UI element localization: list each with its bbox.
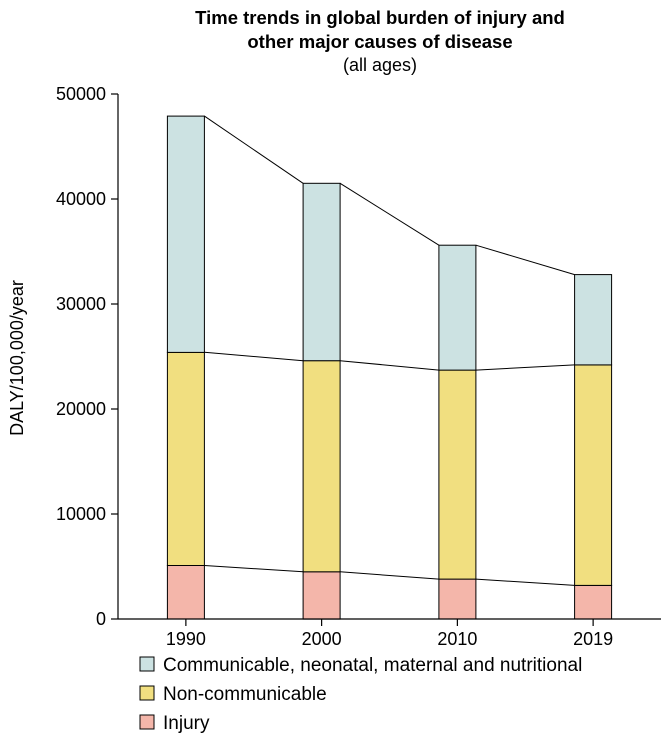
chart-subtitle: (all ages)	[343, 55, 417, 75]
connector-line-non-communicable-2	[475, 364, 575, 371]
y-tick-label-50000: 50000	[56, 84, 106, 104]
connector-line-injury-2	[475, 578, 575, 586]
y-tick-label-10000: 10000	[56, 504, 106, 524]
plot-area: 0 10000 20000 30000 40000 50000 1990 2000 2010 20…	[56, 84, 661, 649]
legend-swatch-communicable-neonatal-maternal-and-nutritional	[139, 656, 155, 672]
legend-swatch-non-communicable	[139, 685, 155, 701]
bar-1990-non-communicable	[166, 351, 205, 566]
x-tick-label-1990: 1990	[166, 629, 206, 649]
connector-line-non-communicable-1	[340, 360, 439, 371]
connector-line-communicable-neonatal-maternal-and-nutritional-2	[475, 244, 575, 276]
x-tick-label-2010: 2010	[437, 629, 477, 649]
chart-title-line-1: Time trends in global burden of injury a…	[195, 7, 565, 28]
connector-line-non-communicable-0	[204, 351, 304, 362]
legend-swatch-injury	[139, 714, 155, 730]
x-tick-label-2019: 2019	[573, 629, 613, 649]
bar-2010-injury	[438, 578, 477, 620]
connector-line-communicable-neonatal-maternal-and-nutritional-0	[204, 115, 304, 184]
y-tick-label-0: 0	[96, 609, 106, 629]
legend-label-non-communicable: Non-communicable	[163, 684, 327, 705]
legend-label-injury: Injury	[163, 713, 210, 734]
bar-2000-injury	[302, 571, 341, 620]
connector-line-injury-0	[204, 565, 304, 573]
bar-2019-communicable-neonatal-maternal-and-nutritional	[574, 274, 613, 366]
bar-2010-communicable-neonatal-maternal-and-nutritional	[438, 244, 477, 371]
legend: Communicable, neonatal, maternal and nut…	[139, 655, 582, 734]
bar-2010-non-communicable	[438, 369, 477, 580]
y-tick-label-40000: 40000	[56, 189, 106, 209]
bar-2000-communicable-neonatal-maternal-and-nutritional	[302, 182, 341, 362]
y-tick-label-30000: 30000	[56, 294, 106, 314]
bar-1990-injury	[166, 565, 205, 620]
bar-2000-non-communicable	[302, 360, 341, 573]
y-axis-label: DALY/100,000/year	[7, 280, 27, 436]
bar-2019-injury	[574, 584, 613, 620]
bar-2019-non-communicable	[574, 364, 613, 586]
y-tick-label-20000: 20000	[56, 399, 106, 419]
chart-title-line-2: other major causes of disease	[247, 31, 512, 52]
bar-1990-communicable-neonatal-maternal-and-nutritional	[166, 115, 205, 353]
legend-label-communicable-neonatal-maternal-and-nutritional: Communicable, neonatal, maternal and nut…	[163, 655, 582, 676]
connector-line-injury-1	[340, 571, 439, 580]
x-tick-label-2000: 2000	[302, 629, 342, 649]
connector-line-communicable-neonatal-maternal-and-nutritional-1	[339, 182, 440, 246]
